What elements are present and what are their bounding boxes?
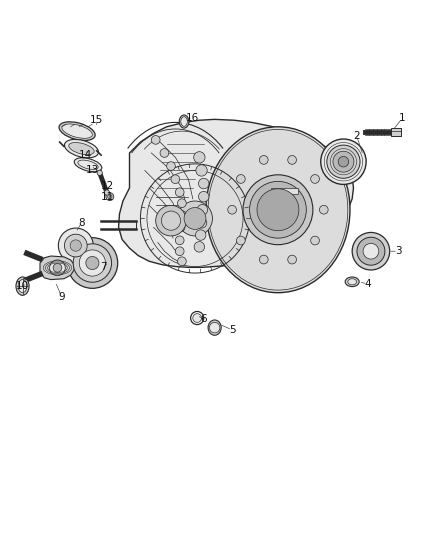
Circle shape (237, 236, 245, 245)
Circle shape (228, 205, 237, 214)
Circle shape (155, 205, 186, 236)
Circle shape (357, 237, 385, 265)
Text: 12: 12 (101, 181, 114, 191)
Polygon shape (119, 119, 353, 268)
Circle shape (70, 240, 81, 251)
Bar (392, 128, 401, 136)
Circle shape (175, 236, 184, 245)
Circle shape (259, 156, 268, 164)
Circle shape (321, 139, 366, 184)
Text: 16: 16 (186, 113, 199, 123)
Circle shape (198, 179, 209, 189)
Circle shape (194, 241, 205, 252)
Circle shape (177, 211, 186, 220)
Circle shape (176, 223, 185, 231)
Circle shape (177, 257, 186, 265)
Circle shape (49, 260, 65, 276)
Text: 3: 3 (395, 246, 401, 256)
Text: 5: 5 (229, 325, 235, 335)
Ellipse shape (208, 320, 221, 335)
Circle shape (67, 238, 118, 288)
Circle shape (160, 149, 169, 157)
Circle shape (175, 188, 184, 197)
Circle shape (209, 322, 220, 333)
Circle shape (311, 175, 319, 183)
Text: 8: 8 (78, 218, 85, 228)
Ellipse shape (206, 127, 350, 293)
Circle shape (311, 236, 319, 245)
Ellipse shape (181, 117, 187, 126)
Text: 4: 4 (364, 279, 371, 289)
Polygon shape (272, 188, 297, 195)
Ellipse shape (345, 277, 359, 287)
Text: 15: 15 (90, 115, 103, 125)
Circle shape (73, 244, 112, 282)
Circle shape (79, 250, 106, 276)
Text: 14: 14 (79, 150, 92, 160)
Circle shape (193, 313, 201, 322)
Circle shape (53, 263, 62, 272)
Circle shape (319, 205, 328, 214)
Circle shape (237, 175, 245, 183)
Circle shape (259, 255, 268, 264)
Ellipse shape (16, 277, 29, 295)
Circle shape (151, 135, 160, 144)
Polygon shape (40, 256, 74, 280)
Text: 7: 7 (100, 262, 106, 271)
Circle shape (333, 151, 354, 172)
Ellipse shape (59, 122, 95, 141)
Text: 10: 10 (16, 281, 29, 291)
Circle shape (58, 228, 93, 263)
Ellipse shape (74, 158, 102, 172)
Circle shape (166, 161, 175, 171)
Circle shape (177, 201, 212, 236)
Text: 2: 2 (353, 131, 360, 141)
Circle shape (196, 165, 207, 176)
Circle shape (195, 230, 206, 240)
Ellipse shape (64, 140, 99, 158)
Circle shape (106, 193, 114, 200)
Circle shape (243, 175, 313, 245)
Text: 13: 13 (86, 165, 99, 175)
Circle shape (198, 191, 209, 202)
Circle shape (171, 175, 180, 183)
Circle shape (97, 170, 102, 175)
Circle shape (352, 232, 390, 270)
Text: 1: 1 (399, 113, 406, 123)
Circle shape (194, 152, 205, 163)
Circle shape (327, 145, 360, 179)
Ellipse shape (348, 279, 357, 285)
Circle shape (196, 217, 207, 228)
Circle shape (64, 234, 87, 257)
Text: 6: 6 (201, 314, 207, 324)
Circle shape (288, 255, 297, 264)
Circle shape (108, 195, 112, 199)
Circle shape (338, 157, 349, 167)
Ellipse shape (18, 280, 27, 293)
Text: 11: 11 (101, 192, 114, 201)
Text: 9: 9 (59, 292, 65, 302)
Circle shape (175, 247, 184, 256)
Circle shape (363, 244, 379, 259)
Circle shape (184, 207, 206, 229)
Ellipse shape (62, 124, 92, 139)
Ellipse shape (69, 142, 94, 155)
Circle shape (288, 156, 297, 164)
Circle shape (257, 189, 299, 231)
Circle shape (161, 211, 180, 230)
Circle shape (250, 181, 306, 238)
Circle shape (104, 190, 110, 195)
Circle shape (86, 256, 99, 270)
Circle shape (197, 205, 208, 215)
Ellipse shape (179, 115, 189, 128)
Circle shape (177, 199, 186, 207)
